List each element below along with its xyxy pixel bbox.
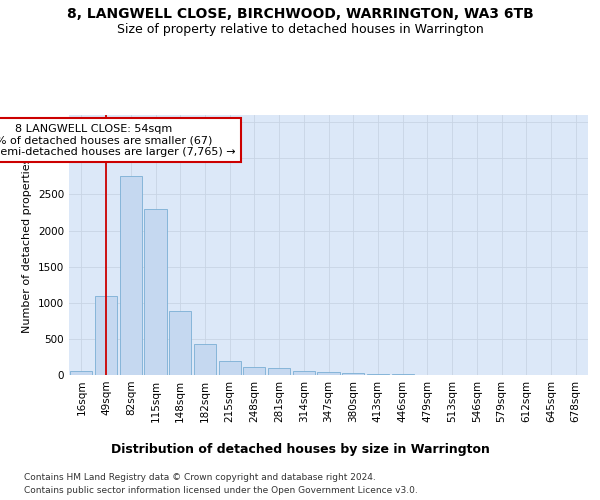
Bar [145, 209, 167, 375]
Bar [169, 312, 191, 375]
Bar [194, 344, 216, 375]
Text: 8 LANGWELL CLOSE: 54sqm
← 1% of detached houses are smaller (67)
99% of semi-det: 8 LANGWELL CLOSE: 54sqm ← 1% of detached… [0, 124, 236, 157]
Bar [293, 371, 315, 375]
Text: Contains HM Land Registry data © Crown copyright and database right 2024.: Contains HM Land Registry data © Crown c… [24, 472, 376, 482]
Y-axis label: Number of detached properties: Number of detached properties [22, 158, 32, 332]
Bar [342, 373, 364, 375]
Text: 8, LANGWELL CLOSE, BIRCHWOOD, WARRINGTON, WA3 6TB: 8, LANGWELL CLOSE, BIRCHWOOD, WARRINGTON… [67, 8, 533, 22]
Bar [218, 360, 241, 375]
Bar [243, 368, 265, 375]
Bar [70, 372, 92, 375]
Bar [367, 374, 389, 375]
Bar [392, 374, 414, 375]
Text: Distribution of detached houses by size in Warrington: Distribution of detached houses by size … [110, 442, 490, 456]
Bar [268, 368, 290, 375]
Bar [119, 176, 142, 375]
Text: Size of property relative to detached houses in Warrington: Size of property relative to detached ho… [116, 22, 484, 36]
Text: Contains public sector information licensed under the Open Government Licence v3: Contains public sector information licen… [24, 486, 418, 495]
Bar [95, 296, 117, 375]
Bar [317, 372, 340, 375]
